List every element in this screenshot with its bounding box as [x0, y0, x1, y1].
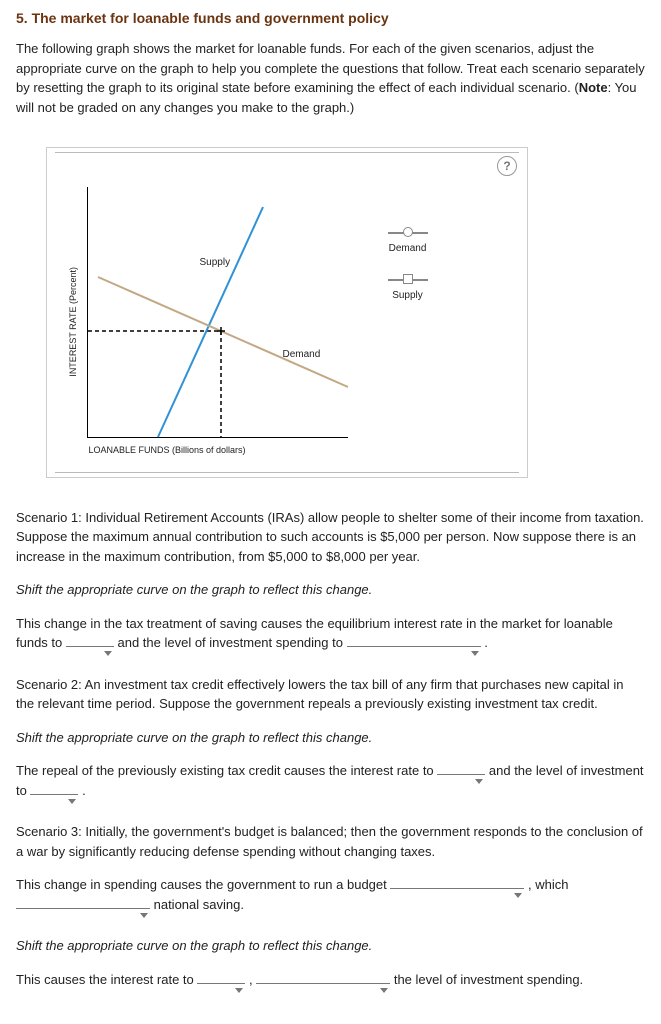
scenario3-fill2-pre: This causes the interest rate to — [16, 972, 197, 987]
graph-top-divider — [55, 152, 519, 153]
question-heading: 5. The market for loanable funds and gov… — [16, 8, 645, 29]
legend-supply-marker — [403, 274, 413, 284]
scenario1-shift-instruction: Shift the appropriate curve on the graph… — [16, 580, 645, 600]
scenario3-fill2: This causes the interest rate to , the l… — [16, 970, 645, 990]
scenario2-dropdown-invest[interactable] — [30, 794, 78, 795]
intro-paragraph: The following graph shows the market for… — [16, 39, 645, 117]
scenario3-fill1-end: national saving. — [150, 897, 244, 912]
scenario3-fill2-end: the level of investment spending. — [390, 972, 583, 987]
scenario2-fill-end: . — [78, 783, 85, 798]
scenario3-fill1: This change in spending causes the gover… — [16, 875, 645, 914]
scenario3-text: Scenario 3: Initially, the government's … — [16, 822, 645, 861]
scenario3-dropdown-invest[interactable] — [256, 983, 390, 984]
scenario1-fill-end: . — [481, 635, 488, 650]
plot-wrap: SupplyDemand LOANABLE FUNDS (Billions of… — [87, 187, 348, 458]
graph-box: ? INTEREST RATE (Percent) SupplyDemand L… — [46, 147, 528, 478]
scenario3-dropdown-saving[interactable] — [16, 908, 150, 909]
intro-text: The following graph shows the market for… — [16, 41, 645, 95]
scenario2-shift-instruction: Shift the appropriate curve on the graph… — [16, 728, 645, 748]
scenario1-text: Scenario 1: Individual Retirement Accoun… — [16, 508, 645, 567]
scenario1-dropdown-invest[interactable] — [347, 646, 481, 647]
legend-supply-label: Supply — [392, 288, 423, 303]
scenario1-fill-mid: and the level of investment spending to — [114, 635, 347, 650]
y-axis-label: INTEREST RATE (Percent) — [67, 267, 81, 377]
scenario2-fill: The repeal of the previously existing ta… — [16, 761, 645, 800]
scenario2-text: Scenario 2: An investment tax credit eff… — [16, 675, 645, 714]
legend-demand-line — [388, 227, 428, 237]
legend-supply[interactable]: Supply — [388, 274, 428, 303]
scenario1-dropdown-rate[interactable] — [66, 646, 114, 647]
chart-body: INTEREST RATE (Percent) SupplyDemand LOA… — [47, 157, 527, 468]
scenario2-dropdown-rate[interactable] — [437, 774, 485, 775]
scenario3-fill2-mid: , — [245, 972, 256, 987]
chart-main: INTEREST RATE (Percent) SupplyDemand LOA… — [67, 187, 348, 458]
scenario3-fill1-mid: , which — [524, 877, 568, 892]
graph-bottom-divider — [55, 472, 519, 473]
help-icon[interactable]: ? — [497, 156, 517, 176]
scenario3-dropdown-rate[interactable] — [197, 983, 245, 984]
legend-demand[interactable]: Demand — [388, 227, 428, 256]
chart-plot[interactable]: SupplyDemand — [87, 187, 348, 438]
graph-region: ? INTEREST RATE (Percent) SupplyDemand L… — [46, 147, 645, 478]
legend-demand-label: Demand — [389, 241, 427, 256]
note-label: Note — [579, 80, 608, 95]
scenario3-shift-instruction: Shift the appropriate curve on the graph… — [16, 936, 645, 956]
scenario1-fill: This change in the tax treatment of savi… — [16, 614, 645, 653]
scenario3-fill1-pre: This change in spending causes the gover… — [16, 877, 390, 892]
legend: Demand Supply — [388, 227, 428, 321]
x-axis-label: LOANABLE FUNDS (Billions of dollars) — [89, 444, 348, 458]
scenario3-dropdown-budget[interactable] — [390, 888, 524, 889]
scenario2-fill-pre: The repeal of the previously existing ta… — [16, 763, 437, 778]
legend-demand-marker — [403, 227, 413, 237]
legend-supply-line — [388, 274, 428, 284]
